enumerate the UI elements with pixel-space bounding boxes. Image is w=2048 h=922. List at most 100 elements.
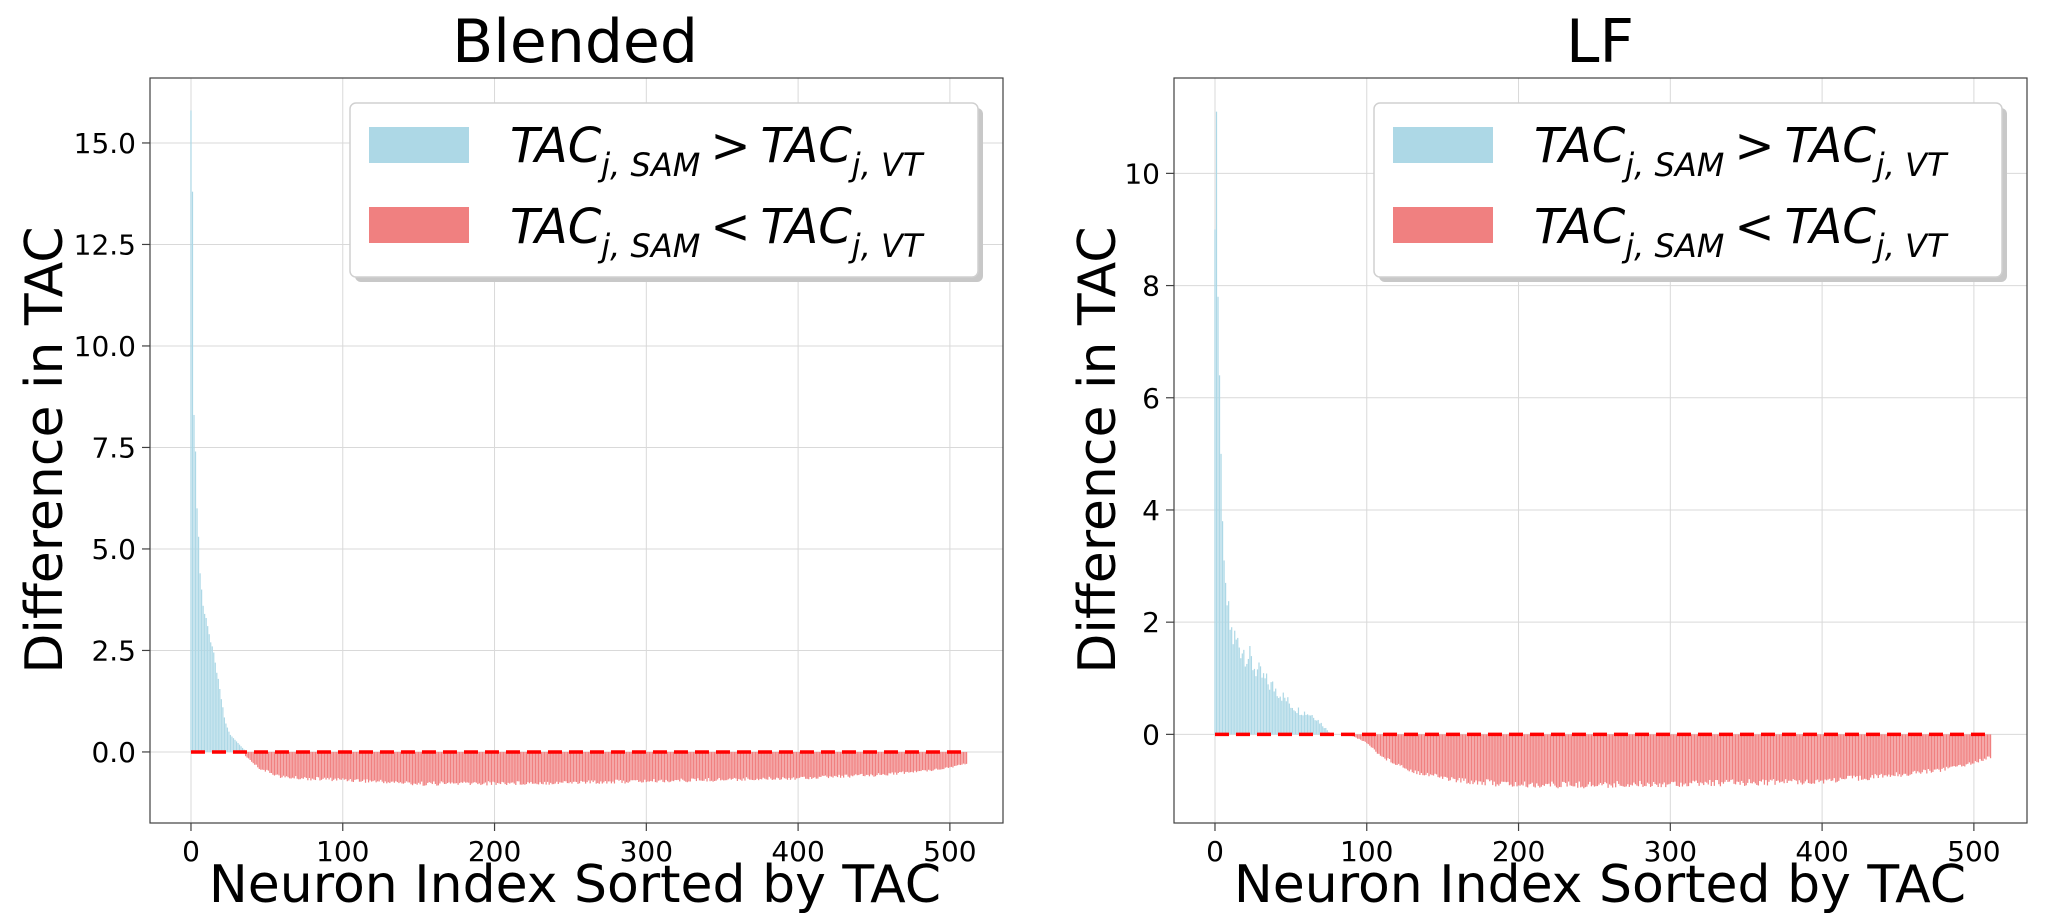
bar-negative [937, 751, 939, 770]
bar-negative [545, 751, 547, 785]
bar-negative [471, 751, 473, 784]
bar-negative [679, 751, 681, 782]
bar-negative [480, 751, 482, 786]
bar-negative [504, 751, 506, 785]
bar-negative [1508, 734, 1511, 786]
y-tick-label: 10 [1124, 157, 1160, 190]
bar-negative [1689, 734, 1691, 783]
bar-negative [319, 751, 321, 781]
bar-negative [1420, 734, 1423, 774]
bar-positive [1281, 700, 1283, 735]
bar-negative [806, 751, 808, 779]
bar-negative [422, 751, 424, 786]
bar-positive [199, 573, 201, 752]
plot-frame [149, 77, 1004, 824]
bar-negative [399, 751, 402, 783]
bar-positive [210, 642, 212, 752]
bar-negative [560, 751, 562, 783]
bar-negative [1549, 734, 1552, 787]
bar-negative [1909, 734, 1911, 775]
bar-negative [949, 751, 951, 768]
bar-negative [245, 751, 247, 757]
bar-positive [232, 738, 235, 752]
bar-negative [468, 751, 470, 783]
bar-negative [1422, 734, 1424, 776]
bar-negative [1882, 734, 1884, 778]
bar-negative [1419, 734, 1421, 775]
bar-negative [1479, 734, 1482, 782]
bar-negative [751, 751, 754, 780]
bar-negative [625, 751, 628, 783]
bar-negative [1483, 734, 1485, 783]
bar-negative [1432, 734, 1435, 776]
bar-negative [1935, 734, 1937, 770]
bar-negative [1759, 734, 1761, 782]
bar-negative [1923, 734, 1925, 770]
bar-negative [1703, 734, 1705, 786]
bar-negative [1578, 734, 1580, 782]
x-tick-label: 500 [1947, 835, 2000, 868]
bar-negative [348, 751, 350, 781]
bar-positive [1258, 662, 1260, 735]
bar-negative [753, 751, 755, 781]
bar-negative [1810, 734, 1813, 784]
bar-negative [1499, 734, 1501, 784]
bar-negative [1709, 734, 1711, 780]
bar-negative [607, 751, 609, 782]
bar-negative [855, 751, 857, 775]
bar-negative [1823, 734, 1825, 784]
bar-negative [835, 751, 837, 777]
bar-negative [465, 751, 467, 783]
bar-negative [1659, 734, 1661, 784]
bar-negative [1476, 734, 1479, 785]
bar-negative [818, 751, 820, 777]
legend-label-negative: TACj, SAM < TACj, VT [1534, 199, 1949, 265]
bar-negative [1463, 734, 1465, 781]
bar-negative [1555, 734, 1558, 788]
bar-negative [1648, 734, 1650, 784]
bar-negative [1680, 734, 1682, 783]
bar-negative [500, 751, 502, 785]
bar-negative [249, 751, 251, 761]
bar-negative [1841, 734, 1843, 780]
bar-negative [695, 751, 698, 782]
bar-negative [1721, 734, 1723, 783]
bar-negative [290, 751, 292, 779]
bar-negative [531, 751, 534, 784]
bar-negative [859, 751, 861, 775]
bar-negative [339, 751, 341, 780]
bars [190, 110, 968, 786]
bar-negative [1425, 734, 1427, 775]
y-tick-label: 15.0 [74, 127, 136, 160]
bar-negative [512, 751, 514, 783]
bar-negative [1634, 734, 1637, 785]
bar-negative [498, 751, 500, 784]
bar-negative [1870, 734, 1872, 778]
bar-negative [654, 751, 657, 783]
bar-negative [902, 751, 904, 772]
bar-negative [858, 751, 860, 776]
bar-negative [657, 751, 660, 781]
bar-negative [777, 751, 779, 779]
bar-negative [528, 751, 531, 784]
legend-swatch-negative [1393, 207, 1493, 243]
bar-negative [597, 751, 599, 784]
bar-negative [1712, 734, 1714, 782]
bar-negative [1812, 734, 1814, 784]
bar-negative [472, 751, 474, 783]
y-tick-label: 10.0 [74, 330, 136, 363]
bar-negative [1747, 734, 1749, 783]
bar-negative [610, 751, 613, 784]
bar-negative [581, 751, 584, 782]
bar-negative [800, 751, 802, 777]
bar-positive [1290, 707, 1292, 735]
bar-negative [674, 751, 676, 781]
bar-negative [1930, 734, 1932, 773]
bar-negative [748, 751, 751, 780]
bar-negative [550, 751, 552, 783]
bar-negative [548, 751, 550, 785]
bar-negative [367, 751, 370, 783]
bar-negative [345, 751, 347, 780]
bar-negative [876, 751, 878, 776]
bar-positive [1297, 707, 1300, 735]
